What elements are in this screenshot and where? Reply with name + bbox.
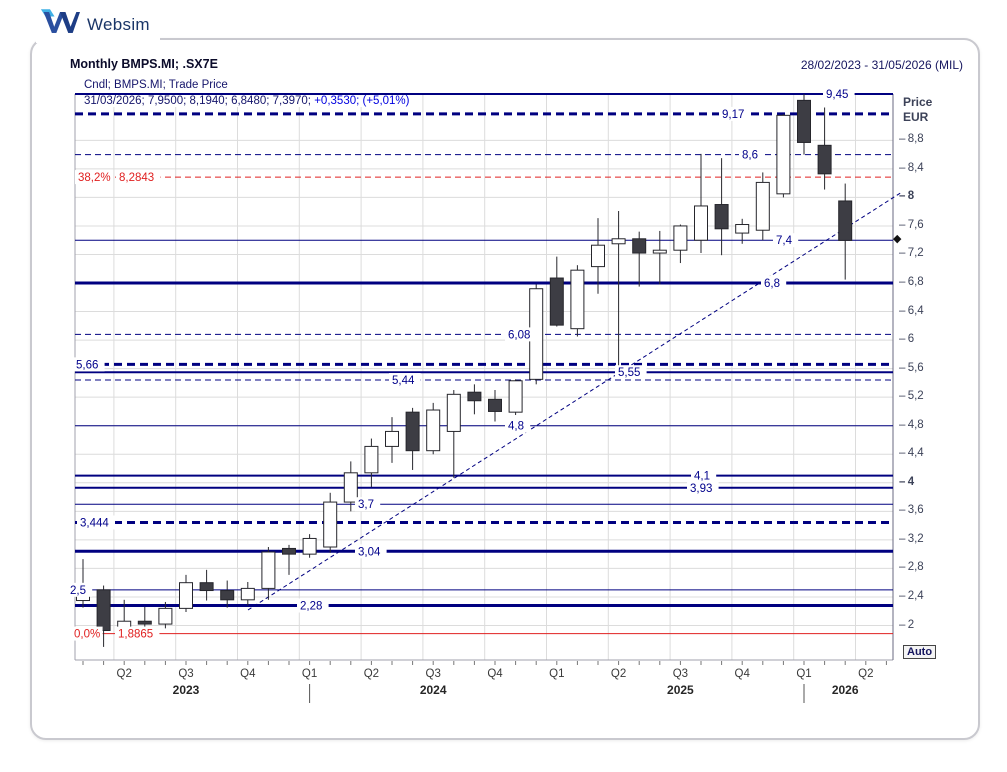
price-tick-label: – 5,2 [899,390,924,403]
price-tick-label: – 7,6 [899,218,924,231]
last-price-marker-icon: ◆ [893,233,902,246]
chart-title: Monthly BMPS.MI; .SX7E [70,57,218,71]
logo-text: Websim [87,14,150,34]
legend-ohlc: 31/03/2026; 7,9500; 8,1940; 6,8480; 7,39… [84,95,413,107]
month-ticks [82,661,887,703]
price-levels [75,92,893,635]
price-axis-title: Price EUR [903,95,933,124]
svg-text:6,8: 6,8 [764,278,780,290]
svg-text:9,17: 9,17 [722,109,744,121]
price-tick-label: – 3,6 [899,504,924,517]
quarter-label: Q1 [301,668,318,680]
price-tick-label: – 4 [899,475,915,488]
svg-text:5,55: 5,55 [618,367,640,379]
quarter-label: Q3 [672,668,689,680]
auto-scale-button[interactable]: Auto [903,645,937,659]
price-tick-label: – 5,6 [899,361,924,374]
trendline [247,191,903,611]
price-tick-label: – 2 [899,618,915,631]
websim-w-icon [40,8,80,41]
websim-logo: Websim [36,6,160,43]
year-label: 2023 [172,683,200,697]
quarter-label: Q4 [734,668,750,680]
svg-text:4,8: 4,8 [508,421,524,433]
plot-frame [74,94,894,661]
svg-text:4,1: 4,1 [694,471,710,483]
year-label: 2025 [667,683,694,697]
quarter-label: Q2 [610,668,627,680]
svg-text:8,2843: 8,2843 [119,172,154,184]
price-level-labels: 9,45 9,17 8,6 38,2% 8,2843 7,4 6,8 6,08 5,66 5,55… [67,86,855,641]
price-tick-label: – 8 [899,190,915,203]
svg-text:5,44: 5,44 [392,375,415,387]
svg-text:3,04: 3,04 [358,546,381,558]
svg-text:3,93: 3,93 [690,483,712,495]
price-tick-label: – 7,2 [899,247,924,260]
svg-text:3,7: 3,7 [358,499,374,511]
svg-text:1,8865: 1,8865 [118,629,153,641]
price-tick-label: – 4,8 [899,418,924,431]
quarter-label: Q3 [425,668,441,680]
candlestick-series [76,93,853,647]
price-tick-label: – 8,8 [899,133,924,146]
svg-text:2,5: 2,5 [70,585,86,597]
svg-text:6,08: 6,08 [508,329,530,341]
quarter-label: Q2 [116,668,132,680]
price-tick-label: – 3,2 [899,532,924,545]
quarter-label: Q4 [487,668,503,680]
quarter-label: Q3 [178,668,194,680]
price-tick-label: – 8,4 [899,161,924,174]
quarter-label: Q1 [796,668,812,680]
quarter-label: Q1 [549,668,565,680]
svg-text:38,2%: 38,2% [78,172,111,184]
svg-text:5,66: 5,66 [76,359,98,371]
svg-text:3,444: 3,444 [80,517,109,529]
price-tick-label: – 2,8 [899,561,924,574]
price-tick-label: – 4,4 [899,447,924,460]
price-tick-label: – 6,8 [899,276,924,289]
svg-text:8,6: 8,6 [742,150,758,162]
price-tick-label: – 6 [899,333,915,346]
legend-series: Cndl; BMPS.MI; Trade Price [84,79,228,91]
quarter-label: Q2 [858,668,874,680]
quarter-label: Q2 [363,668,380,680]
price-tick-label: – 6,4 [899,304,924,317]
svg-text:2,28: 2,28 [300,601,322,613]
svg-text:0,0%: 0,0% [74,629,100,641]
svg-text:7,4: 7,4 [776,235,793,247]
svg-text:9,45: 9,45 [826,89,848,101]
legend-ohlc-values: 31/03/2026; 7,9500; 8,1940; 6,8480; 7,39… [84,95,312,107]
date-range: 28/02/2023 - 31/05/2026 (MIL) [800,58,963,72]
legend-change: +0,3530; (+5,01%) [314,95,410,107]
year-label: 2024 [419,683,447,697]
price-tick-label: – 2,4 [899,589,924,602]
year-label: 2026 [831,683,859,697]
quarter-label: Q4 [240,668,256,680]
